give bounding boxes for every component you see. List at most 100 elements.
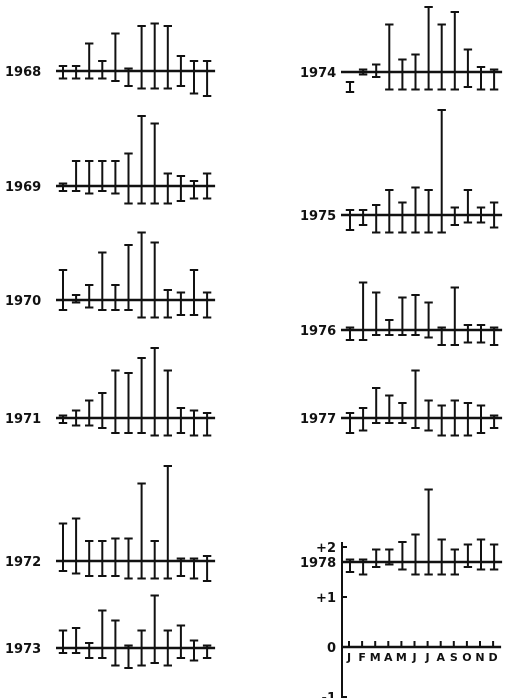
scale-tick-label: +2 bbox=[316, 541, 336, 556]
month-label: A bbox=[384, 651, 393, 664]
range-bar bbox=[137, 357, 146, 434]
range-bar bbox=[189, 269, 199, 316]
range-bar bbox=[489, 201, 499, 229]
month-label: D bbox=[489, 651, 498, 664]
range-bar bbox=[124, 372, 133, 434]
range-bar bbox=[163, 369, 172, 437]
range-bar bbox=[98, 392, 107, 429]
range-bar bbox=[111, 32, 120, 82]
range-bar bbox=[176, 557, 186, 577]
range-bar bbox=[98, 160, 107, 192]
range-bar bbox=[463, 402, 473, 437]
range-bar bbox=[189, 409, 199, 437]
month-label: F bbox=[358, 651, 366, 664]
year-label-1974: 1974 bbox=[300, 66, 336, 81]
range-bar bbox=[450, 286, 459, 346]
month-label: A bbox=[436, 651, 445, 664]
range-bar bbox=[450, 548, 459, 576]
range-bar bbox=[176, 55, 186, 87]
range-bar bbox=[476, 66, 486, 91]
range-bar bbox=[437, 404, 446, 437]
range-bar bbox=[71, 517, 81, 575]
range-bar bbox=[150, 347, 159, 437]
range-bar bbox=[124, 644, 133, 669]
range-bar bbox=[124, 537, 133, 580]
range-bar bbox=[398, 402, 407, 424]
range-bar bbox=[385, 394, 394, 424]
range-bar bbox=[111, 369, 120, 434]
range-bar bbox=[345, 558, 355, 573]
month-label: J bbox=[425, 651, 430, 664]
year-label-1970: 1970 bbox=[5, 294, 41, 309]
range-bar bbox=[202, 555, 212, 582]
range-bar bbox=[202, 60, 212, 97]
range-bar bbox=[372, 291, 381, 336]
month-label: J bbox=[346, 651, 351, 664]
scale-tick-label: -1 bbox=[322, 691, 336, 698]
range-bar bbox=[358, 407, 368, 432]
range-bar bbox=[163, 289, 172, 319]
range-bar bbox=[98, 251, 107, 311]
range-bar bbox=[385, 548, 394, 566]
range-bar bbox=[137, 629, 146, 667]
year-panel-1969: 1969 bbox=[5, 115, 216, 205]
range-bar bbox=[476, 538, 486, 571]
range-bar bbox=[424, 189, 433, 234]
range-bar bbox=[111, 537, 120, 577]
year-panel-1970: 1970 bbox=[5, 231, 216, 319]
range-bar bbox=[163, 25, 172, 90]
year-panel-1977: 1977 bbox=[300, 369, 503, 437]
range-bar bbox=[71, 160, 81, 192]
range-bar bbox=[202, 172, 212, 200]
range-bar bbox=[398, 296, 407, 336]
range-bar bbox=[398, 541, 407, 571]
range-bar bbox=[85, 399, 94, 427]
year-label-1973: 1973 bbox=[5, 642, 41, 657]
range-bar bbox=[476, 206, 486, 224]
range-bar bbox=[189, 557, 199, 580]
range-bar bbox=[137, 482, 146, 580]
range-bar bbox=[137, 115, 146, 205]
range-bar bbox=[411, 369, 420, 429]
year-panel-1974: 1974 bbox=[300, 6, 503, 93]
range-bar bbox=[58, 522, 68, 572]
scale-key: +2+10-1mJFMAMJJASOND bbox=[316, 541, 502, 698]
range-bar bbox=[385, 319, 394, 336]
range-bar bbox=[58, 182, 68, 192]
month-label: O bbox=[462, 651, 471, 664]
range-bar bbox=[437, 23, 446, 91]
month-label: S bbox=[450, 651, 458, 664]
year-panel-1968: 1968 bbox=[5, 22, 216, 97]
range-bar bbox=[98, 540, 107, 577]
range-bar bbox=[137, 25, 146, 90]
range-bar bbox=[358, 209, 368, 226]
range-bar bbox=[176, 175, 186, 202]
range-bar bbox=[137, 231, 146, 319]
year-panel-1971: 1971 bbox=[5, 347, 216, 437]
range-bar bbox=[385, 189, 394, 234]
range-bar bbox=[489, 414, 499, 429]
range-bar bbox=[150, 594, 159, 664]
range-bar bbox=[176, 291, 186, 316]
range-bar bbox=[176, 624, 186, 659]
year-panel-1978: 1978 bbox=[300, 488, 503, 576]
range-bar bbox=[411, 294, 420, 336]
range-bar bbox=[424, 6, 433, 91]
range-bar bbox=[463, 324, 473, 344]
range-bar bbox=[437, 326, 446, 346]
range-bar bbox=[111, 160, 120, 195]
range-bar bbox=[71, 627, 81, 654]
range-bar bbox=[58, 414, 68, 424]
month-label: N bbox=[475, 651, 484, 664]
range-bar bbox=[85, 42, 94, 80]
range-bar bbox=[424, 488, 433, 576]
range-bar bbox=[385, 23, 394, 91]
range-bar bbox=[489, 68, 499, 91]
year-label-1969: 1969 bbox=[5, 180, 41, 195]
year-panel-1976: 1976 bbox=[300, 281, 503, 346]
year-panel-1975: 1975 bbox=[300, 109, 503, 234]
range-bar bbox=[124, 152, 133, 205]
scale-unit-label: m bbox=[323, 696, 334, 698]
year-label-1978: 1978 bbox=[300, 556, 336, 571]
